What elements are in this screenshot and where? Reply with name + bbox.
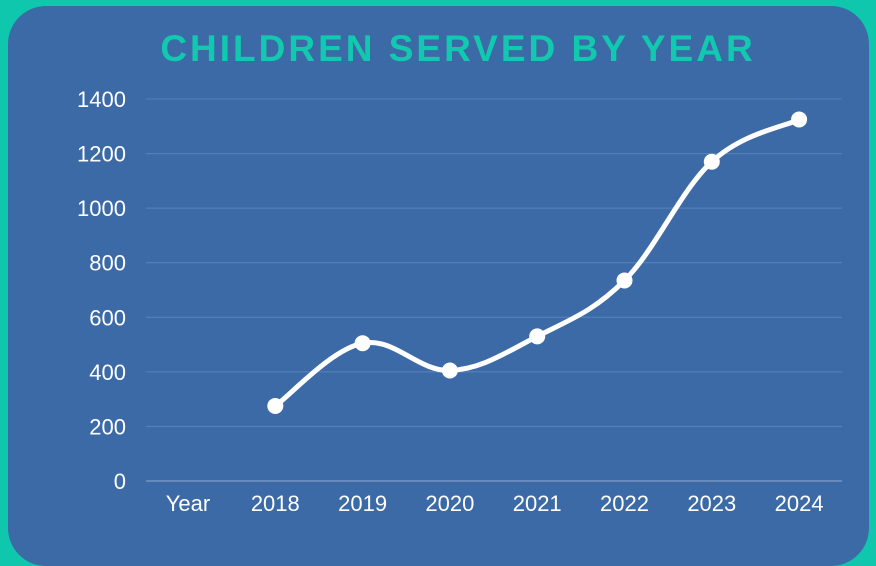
x-tick-label-2019: 2019: [338, 491, 387, 516]
x-tick-label-2022: 2022: [600, 491, 649, 516]
line-chart: 0 200 400 600 800 1000 1200 1400 Year 2018 2019 20…: [77, 87, 842, 516]
y-tick-label: 800: [89, 251, 126, 276]
y-axis-ticks: 0 200 400 600 800 1000 1200 1400: [77, 87, 126, 494]
data-point-2021: [529, 328, 546, 345]
y-tick-label: 1200: [77, 142, 126, 167]
data-point-2019: [354, 335, 371, 352]
y-tick-label: 1400: [77, 87, 126, 112]
chart-title: CHILDREN SERVED BY YEAR: [160, 28, 756, 69]
data-point-2020: [441, 362, 458, 379]
series-layer: [267, 111, 808, 414]
y-tick-label: 1000: [77, 196, 126, 221]
x-tick-label-2018: 2018: [251, 491, 300, 516]
y-tick-label: 0: [114, 469, 126, 494]
y-tick-label: 400: [89, 360, 126, 385]
y-tick-label: 600: [89, 305, 126, 330]
x-tick-label-2023: 2023: [687, 491, 736, 516]
x-axis-ticks: Year 2018 2019 2020 2021 2022 2023 2024: [166, 491, 824, 516]
data-point-2024: [791, 111, 808, 128]
grid-lines: [146, 98, 842, 482]
data-point-2023: [703, 153, 720, 170]
x-tick-label-2024: 2024: [775, 491, 824, 516]
x-tick-label-2021: 2021: [513, 491, 562, 516]
y-tick-label: 200: [89, 414, 126, 439]
x-axis-label: Year: [166, 491, 210, 516]
data-point-2018: [267, 397, 284, 414]
x-tick-label-2020: 2020: [425, 491, 474, 516]
data-point-2022: [616, 272, 633, 289]
